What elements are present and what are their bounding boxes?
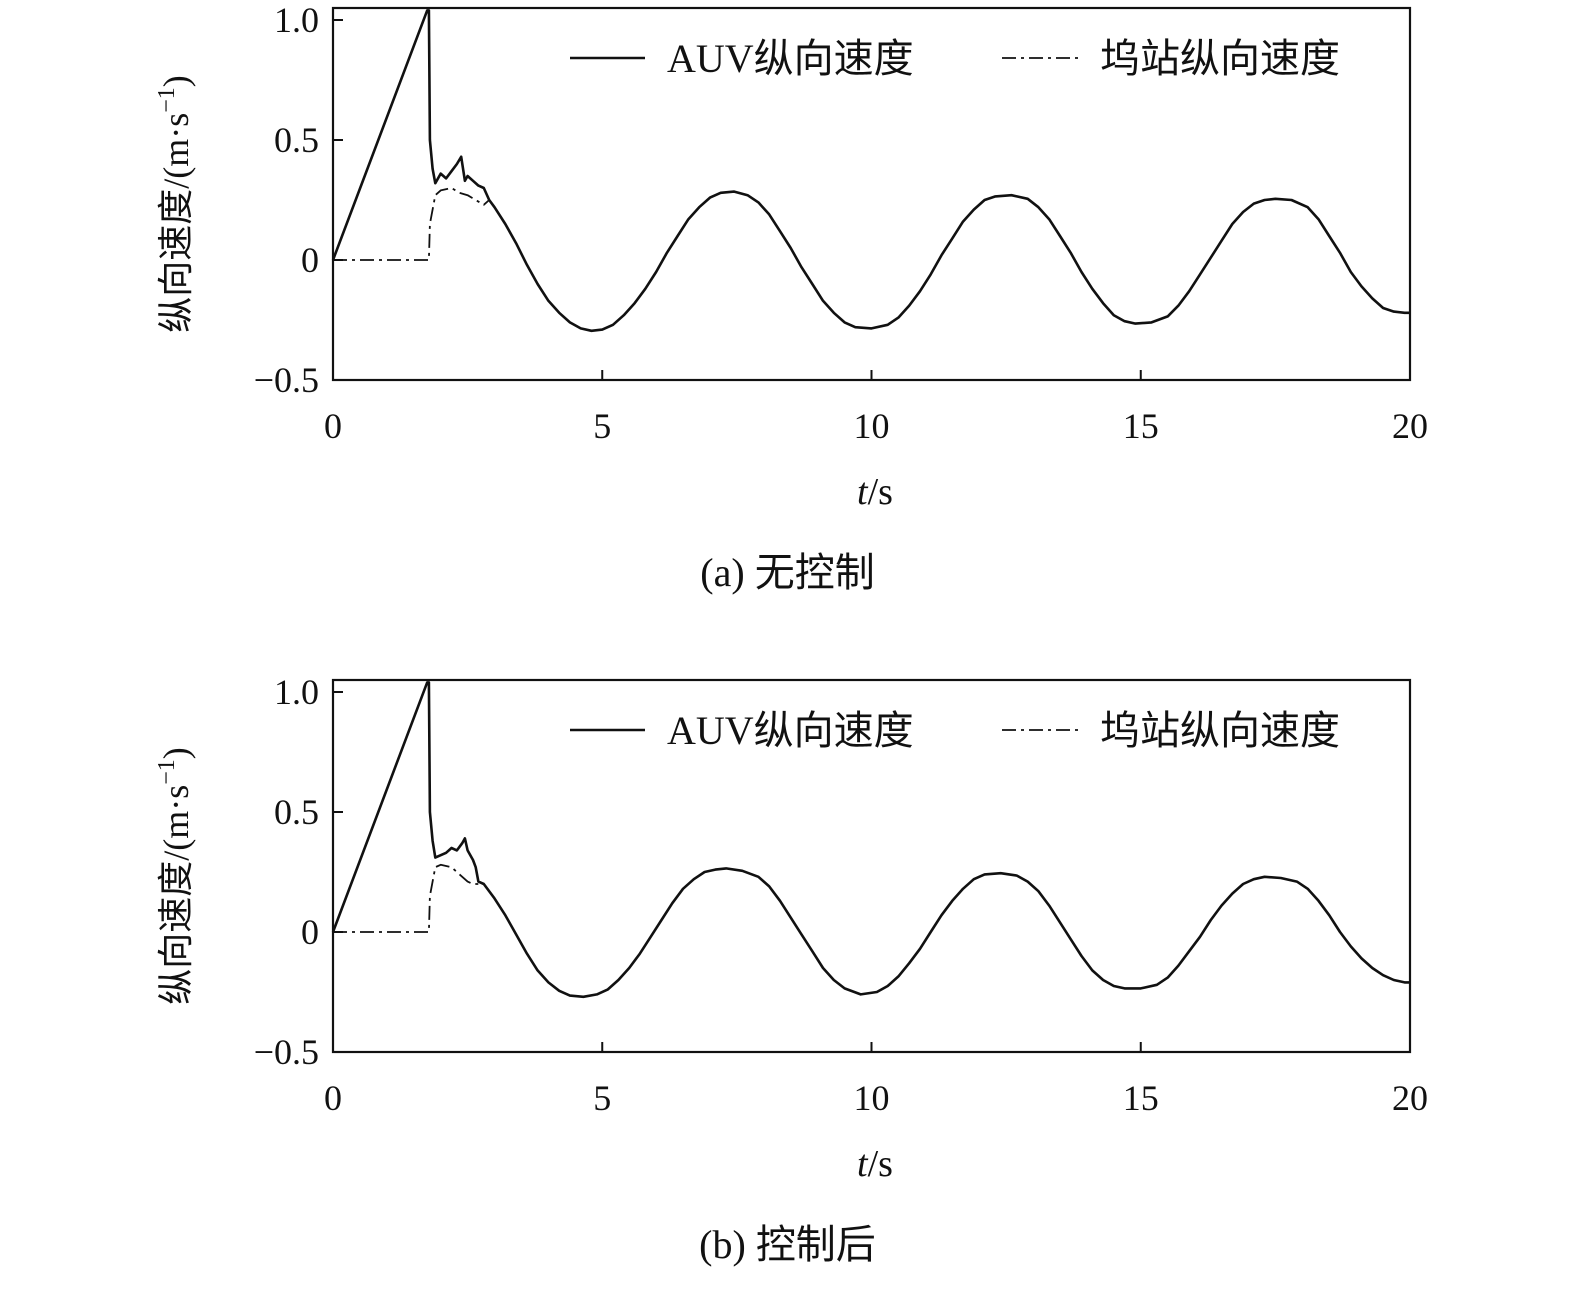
y-tick-label: 0 bbox=[301, 240, 319, 280]
x-tick-label: 20 bbox=[1392, 1078, 1428, 1118]
x-axis-title-italic: t bbox=[857, 1143, 868, 1185]
y-axis-title: 纵向速度/(m·s−1) bbox=[154, 747, 196, 1005]
series-line-dock bbox=[333, 187, 490, 261]
x-axis-title-unit: /s bbox=[867, 471, 893, 513]
y-tick-label: 0 bbox=[301, 912, 319, 952]
panel-b: 0 5 10 15 20 −0.5 0 0.5 1.0 纵向速度/(m·s−1) AUV纵向速度 坞站… bbox=[0, 672, 1575, 1310]
x-tick-label: 20 bbox=[1392, 406, 1428, 446]
y-tick-label: 0.5 bbox=[274, 120, 319, 160]
caption-a: (a) 无控制 bbox=[700, 550, 875, 595]
x-tick-label: 10 bbox=[854, 1078, 890, 1118]
legend-label: 坞站纵向速度 bbox=[1100, 36, 1340, 81]
panel-a: 0 5 10 15 20 −0.5 0 0.5 1.0 纵向速度/(m·s−1) AUV纵向速度 坞站… bbox=[0, 0, 1575, 638]
legend-label: AUV纵向速度 bbox=[667, 708, 914, 753]
series-line-dock bbox=[333, 863, 484, 933]
x-axis-title-italic: t bbox=[857, 471, 868, 513]
x-tick-label: 15 bbox=[1123, 406, 1159, 446]
y-tick-label: 1.0 bbox=[274, 672, 319, 712]
series-line-auv bbox=[331, 9, 1410, 333]
y-tick-label: −0.5 bbox=[254, 360, 319, 400]
x-axis-title-b: t/s bbox=[0, 1142, 1575, 1186]
x-tick-label: 0 bbox=[324, 406, 342, 446]
y-tick-label: −0.5 bbox=[254, 1032, 319, 1072]
y-tick-label: 0.5 bbox=[274, 792, 319, 832]
x-axis-title-unit: /s bbox=[867, 1143, 893, 1185]
x-tick-label: 0 bbox=[324, 1078, 342, 1118]
y-axis-title: 纵向速度/(m·s−1) bbox=[154, 75, 196, 333]
x-tick-label: 5 bbox=[593, 406, 611, 446]
series-line-auv bbox=[331, 681, 1410, 999]
legend-label: 坞站纵向速度 bbox=[1100, 708, 1340, 753]
x-tick-label: 5 bbox=[593, 1078, 611, 1118]
caption-b: (b) 控制后 bbox=[699, 1222, 876, 1267]
x-axis-title-a: t/s bbox=[0, 470, 1575, 514]
x-tick-label: 10 bbox=[854, 406, 890, 446]
x-tick-label: 15 bbox=[1123, 1078, 1159, 1118]
y-tick-label: 1.0 bbox=[274, 0, 319, 40]
legend-label: AUV纵向速度 bbox=[667, 36, 914, 81]
